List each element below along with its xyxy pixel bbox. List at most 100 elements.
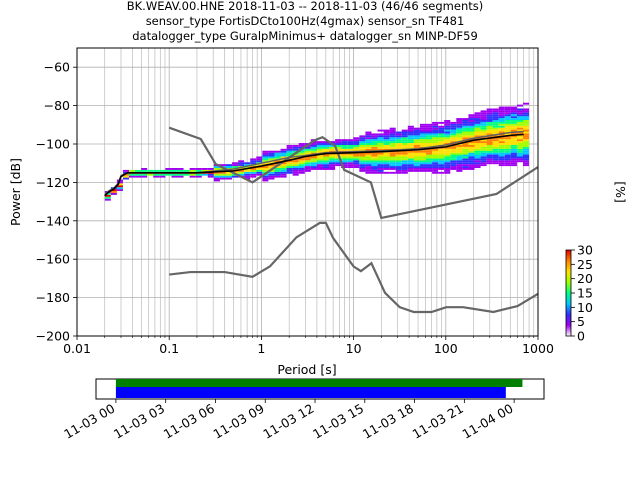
heatmap-cell <box>492 160 499 163</box>
heatmap-cell <box>335 141 342 144</box>
heatmap-cell <box>492 137 499 140</box>
heatmap-cell <box>413 143 420 145</box>
heatmap-cell <box>316 162 323 165</box>
heatmap-cell <box>177 168 184 170</box>
heatmap-cell <box>316 164 323 167</box>
heatmap-cell <box>456 156 463 159</box>
heatmap-cell <box>432 121 439 124</box>
heatmap-cell <box>444 146 451 149</box>
heatmap-cell <box>492 139 499 142</box>
heatmap-cell <box>523 156 530 159</box>
heatmap-cell <box>444 135 451 138</box>
heatmap-cell <box>450 154 457 157</box>
heatmap-cell <box>419 162 427 165</box>
heatmap-cell <box>468 160 475 163</box>
heatmap-cell <box>468 166 475 168</box>
heatmap-cell <box>177 175 184 178</box>
heatmap-cell <box>310 158 317 161</box>
heatmap-cell <box>359 158 366 161</box>
heatmap-cell <box>219 164 226 167</box>
heatmap-cell <box>407 139 414 142</box>
heatmap-cell <box>456 125 463 128</box>
heatmap-cell <box>359 162 366 165</box>
heatmap-cell <box>468 168 475 170</box>
heatmap-cell <box>432 139 439 142</box>
heatmap-cell <box>450 143 457 145</box>
heatmap-cell <box>510 164 517 167</box>
heatmap-cell <box>365 169 372 172</box>
timeline-tick-label: 11-03 09 <box>211 401 267 442</box>
heatmap-cell <box>395 169 402 172</box>
heatmap-cell <box>280 152 287 155</box>
heatmap-cell <box>371 168 378 170</box>
heatmap-cell <box>486 108 493 111</box>
heatmap-cell <box>438 154 445 157</box>
heatmap-cell <box>426 148 433 151</box>
heatmap-cell <box>262 177 269 180</box>
heatmap-cell <box>450 166 457 168</box>
heatmap-cell <box>256 169 263 172</box>
heatmap-cell <box>371 158 378 161</box>
heatmap-cell <box>480 118 487 120</box>
heatmap-cell <box>510 116 517 119</box>
heatmap-cell <box>419 135 427 138</box>
heatmap-cell <box>480 144 487 147</box>
heatmap-cell <box>468 158 475 161</box>
heatmap-cell <box>225 171 233 174</box>
heatmap-cell <box>426 133 433 136</box>
heatmap-cell <box>286 160 293 163</box>
heatmap-cell <box>516 144 524 147</box>
heatmap-cell <box>159 173 166 176</box>
heatmap-cell <box>329 166 336 168</box>
heatmap-cell <box>383 158 390 161</box>
heatmap-cell <box>510 156 517 159</box>
heatmap-cell <box>523 144 530 147</box>
heatmap-cell <box>286 164 293 167</box>
heatmap-cell <box>480 123 487 126</box>
heatmap-cell <box>480 143 487 145</box>
heatmap-cell <box>256 160 263 163</box>
heatmap-cell <box>213 171 220 174</box>
heatmap-cell <box>444 156 451 159</box>
heatmap-cell <box>468 143 475 145</box>
heatmap-cell <box>316 146 323 149</box>
heatmap-cell <box>444 148 451 151</box>
heatmap-cell <box>498 123 505 126</box>
heatmap-cell <box>419 125 427 128</box>
colorbar-tick-label: 5 <box>577 314 585 329</box>
heatmap-cell <box>219 175 226 178</box>
heatmap-cell <box>395 131 402 134</box>
heatmap-cell <box>444 162 451 165</box>
heatmap-cell <box>310 162 317 165</box>
heatmap-cell <box>316 166 323 168</box>
heatmap-cell <box>395 164 402 167</box>
heatmap-cell <box>377 139 384 142</box>
heatmap-cell <box>347 166 354 168</box>
heatmap-cell <box>395 168 402 170</box>
heatmap-cell <box>480 116 487 119</box>
heatmap-cell <box>407 129 414 132</box>
heatmap-cell <box>492 152 499 155</box>
heatmap-cell <box>413 137 420 140</box>
heatmap-cell <box>201 173 208 176</box>
heatmap-cell <box>498 154 505 157</box>
heatmap-cell <box>135 175 142 178</box>
heatmap-cell <box>286 146 293 149</box>
heatmap-cell <box>456 123 463 126</box>
heatmap-cell <box>444 123 451 126</box>
heatmap-cell <box>401 166 408 168</box>
heatmap-cell <box>116 181 123 184</box>
heatmap-cell <box>335 148 342 151</box>
heatmap-cell <box>383 144 390 147</box>
heatmap-cell <box>238 173 245 176</box>
heatmap-cell <box>401 139 408 142</box>
heatmap-cell <box>516 104 524 107</box>
heatmap-cell <box>492 162 499 165</box>
heatmap-cell <box>504 116 511 119</box>
heatmap-cell <box>262 169 269 172</box>
title-line-2: sensor_type FortisDCto100Hz(4gmax) senso… <box>146 14 465 28</box>
heatmap-cell <box>462 135 469 138</box>
coverage-bar-green <box>115 379 523 387</box>
heatmap-cell <box>480 154 487 157</box>
heatmap-cell <box>438 139 445 142</box>
